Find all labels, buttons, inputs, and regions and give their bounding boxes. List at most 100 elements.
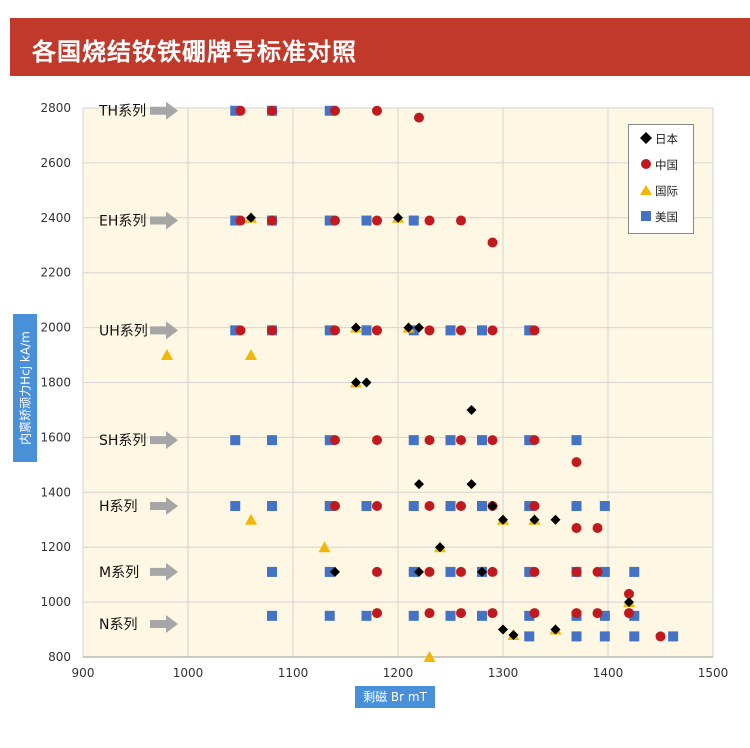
arrow-icon bbox=[150, 562, 178, 581]
square-marker bbox=[477, 501, 487, 512]
circle-marker bbox=[529, 325, 540, 336]
x-tick-label: 1000 bbox=[173, 666, 204, 680]
square-marker bbox=[524, 501, 535, 512]
triangle-marker bbox=[245, 513, 257, 525]
square-marker bbox=[230, 325, 241, 336]
square-marker bbox=[599, 610, 610, 621]
circle-marker bbox=[330, 325, 340, 336]
diamond-marker bbox=[477, 566, 487, 577]
circle-marker bbox=[330, 501, 340, 512]
triangle-marker-icon bbox=[639, 184, 653, 200]
circle-marker bbox=[456, 215, 466, 226]
square-marker bbox=[267, 435, 277, 446]
square-marker bbox=[267, 566, 277, 577]
diamond-marker bbox=[498, 514, 508, 525]
diamond-marker bbox=[351, 322, 361, 333]
square-marker bbox=[524, 566, 535, 577]
x-tick-label: 1500 bbox=[698, 666, 729, 680]
square-marker bbox=[445, 610, 456, 621]
y-axis-title-box: 内禀矫顽力Hcj kA/m bbox=[13, 314, 37, 462]
legend-item-international: 国际 bbox=[639, 183, 678, 199]
square-marker bbox=[230, 215, 241, 226]
x-tick-label: 1100 bbox=[278, 666, 309, 680]
page-title: 各国烧结钕铁硼牌号标准对照 bbox=[32, 38, 357, 66]
square-marker bbox=[524, 325, 535, 336]
circle-marker bbox=[655, 631, 666, 642]
circle-marker bbox=[487, 435, 498, 446]
circle-marker bbox=[571, 608, 582, 619]
square-marker bbox=[629, 631, 640, 642]
square-marker bbox=[230, 501, 241, 512]
diamond-marker bbox=[529, 514, 540, 525]
square-marker bbox=[324, 610, 335, 621]
y-tick-label: 1400 bbox=[40, 485, 71, 499]
legend-label: 中国 bbox=[655, 158, 678, 172]
diamond-marker bbox=[330, 566, 340, 577]
y-tick-label: 1800 bbox=[40, 376, 71, 390]
circle-marker bbox=[424, 566, 435, 577]
square-marker bbox=[477, 325, 487, 336]
y-tick-label: 1600 bbox=[40, 430, 71, 444]
circle-marker bbox=[414, 112, 424, 123]
series-label: H系列 bbox=[99, 499, 138, 515]
circle-marker bbox=[529, 501, 540, 512]
square-marker bbox=[445, 325, 456, 336]
circle-marker bbox=[456, 435, 466, 446]
square-marker bbox=[267, 610, 277, 621]
square-marker bbox=[324, 105, 335, 116]
square-marker bbox=[524, 610, 535, 621]
square-marker bbox=[524, 631, 535, 642]
circle-marker bbox=[424, 501, 435, 512]
circle-marker bbox=[267, 105, 277, 116]
legend: 日本 中国 国际 美国 bbox=[628, 124, 694, 234]
title-banner: 各国烧结钕铁硼牌号标准对照 bbox=[10, 18, 750, 76]
square-marker bbox=[668, 631, 679, 642]
y-tick-label: 2800 bbox=[40, 101, 71, 115]
circle-marker bbox=[372, 215, 382, 226]
circle-marker bbox=[592, 522, 603, 533]
square-marker bbox=[524, 435, 535, 446]
square-marker bbox=[324, 435, 335, 446]
x-tick-label: 1400 bbox=[593, 666, 624, 680]
diamond-marker bbox=[550, 624, 561, 635]
legend-label: 国际 bbox=[655, 184, 678, 198]
y-tick-label: 2200 bbox=[40, 266, 71, 280]
circle-marker bbox=[456, 566, 466, 577]
triangle-marker bbox=[318, 541, 331, 553]
legend-item-china: 中国 bbox=[639, 157, 678, 173]
x-axis-title: 剩磁 Br mT bbox=[355, 686, 435, 708]
diamond-marker-icon bbox=[639, 131, 653, 148]
triangle-marker bbox=[245, 349, 257, 361]
circle-marker bbox=[487, 608, 498, 619]
arrow-icon bbox=[150, 615, 178, 634]
diamond-marker bbox=[435, 542, 445, 553]
arrow-icon bbox=[150, 321, 178, 340]
circle-marker bbox=[267, 325, 277, 336]
y-tick-label: 2400 bbox=[40, 211, 71, 225]
square-marker bbox=[408, 566, 419, 577]
square-marker bbox=[445, 501, 456, 512]
diamond-marker bbox=[487, 501, 498, 512]
diamond-marker bbox=[351, 377, 361, 388]
square-marker bbox=[629, 566, 640, 577]
y-tick-label: 2000 bbox=[40, 321, 71, 335]
diamond-marker bbox=[508, 630, 519, 641]
square-marker bbox=[230, 105, 241, 116]
circle-marker bbox=[424, 435, 435, 446]
diamond-marker bbox=[393, 212, 403, 223]
diamond-marker bbox=[466, 479, 477, 490]
triangle-marker bbox=[423, 651, 436, 662]
circle-marker bbox=[424, 215, 435, 226]
square-marker bbox=[267, 501, 277, 512]
diamond-marker bbox=[466, 404, 477, 415]
circle-marker bbox=[487, 566, 498, 577]
square-marker bbox=[361, 501, 372, 512]
circle-marker bbox=[456, 501, 466, 512]
series-label: TH系列 bbox=[98, 104, 146, 120]
square-marker bbox=[445, 566, 456, 577]
arrow-icon bbox=[150, 431, 178, 450]
diamond-marker bbox=[403, 322, 414, 333]
circle-marker bbox=[330, 215, 340, 226]
circle-marker bbox=[372, 566, 382, 577]
